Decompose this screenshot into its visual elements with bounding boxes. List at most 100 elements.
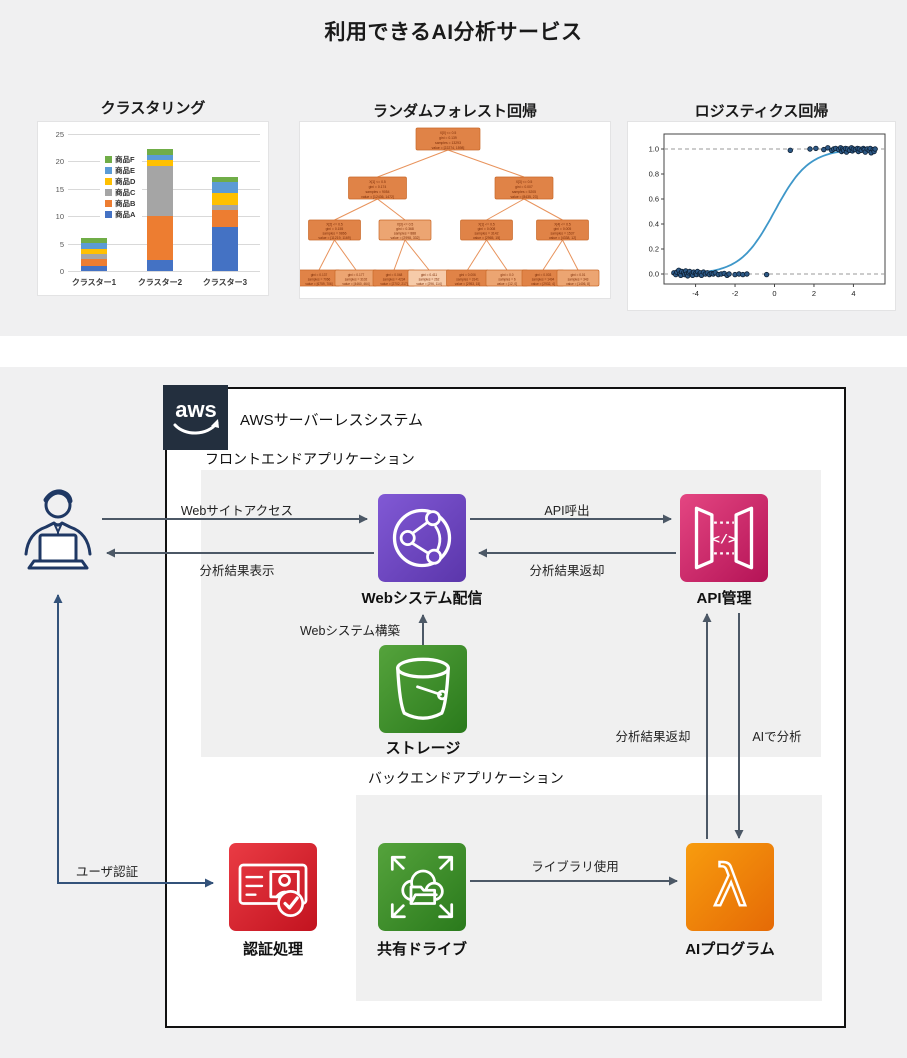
flow-result-return-back: 分析結果返却 [615, 730, 691, 744]
legend-swatch [105, 178, 112, 185]
scatter-point [744, 271, 750, 277]
y-tick-label: 0.4 [649, 220, 659, 229]
legend-swatch [105, 167, 112, 174]
page-title: 利用できるAI分析サービス [324, 21, 583, 44]
s3-icon [379, 645, 467, 733]
legend-swatch [105, 156, 112, 163]
stacked-bar [81, 237, 107, 271]
tree-node [494, 176, 554, 200]
bar-segment [81, 243, 107, 249]
sigmoid-curve [691, 150, 842, 274]
tree-node-text: gini = 0.048 samples = 4234 value = [2702,… [380, 273, 407, 286]
legend-item: 商品C [105, 187, 135, 198]
y-axis-tick: 5 [59, 239, 64, 249]
legend-item: 商品B [105, 198, 135, 209]
tree-node-text: X[0] <= 0.5 gini = 0.139 samples = 13293 va… [432, 131, 465, 150]
tree-edge [486, 239, 508, 271]
scatter-point [787, 147, 793, 153]
aws-logo: aws [163, 385, 228, 450]
tree-node-text: gini = 0.177 samples = 3102 value = [4460,… [342, 273, 369, 286]
scatter-point [807, 146, 813, 152]
x-tick-label: 0 [772, 289, 776, 298]
clustering-plot-area: 0 5 10 15 20 25 クラスター1 クラスター2 クラスター3 商品F 商品E 商品D 商品C… [56, 130, 260, 287]
legend-item: 商品E [105, 165, 135, 176]
bar-segment [147, 215, 173, 261]
tree-node [308, 219, 361, 241]
tree-edge [393, 239, 406, 271]
y-axis-tick: 20 [55, 157, 64, 167]
bar-segment [81, 258, 107, 266]
random-forest-chart-title: ランダムフォレスト回帰 [372, 103, 538, 120]
stacked-bar [212, 176, 238, 271]
flow-library-use: ライブラリ使用 [531, 860, 619, 874]
tree-node-text: X[2] <= 0.5 gini = 0.155 samples = 9866 val… [318, 223, 350, 241]
flow-user-auth: ユーザ認証 [75, 865, 139, 879]
y-axis-tick: 25 [55, 130, 64, 139]
tree-edge [377, 149, 449, 178]
bar-segment [212, 204, 238, 211]
clustering-chart-panel: 0 5 10 15 20 25 クラスター1 クラスター2 クラスター3 商品F 商品E 商品D 商品C… [38, 122, 268, 295]
random-forest-panel: X[0] <= 0.5 gini = 0.139 samples = 13293 va… [297, 122, 610, 298]
scatter-point [813, 145, 819, 152]
scatter-point [726, 271, 732, 277]
tree-node-text: gini = 0.01 samples = 343 value = [1406, 8… [566, 273, 590, 286]
x-axis-label: クラスター2 [137, 278, 183, 287]
legend-label: 商品D [115, 177, 136, 186]
bar-segment [147, 154, 173, 160]
tree-node [556, 269, 600, 287]
legend-label: 商品C [115, 188, 136, 197]
tree-node-text: X[3] <= 0.5 gini = 0.007 samples = 5205 val… [510, 180, 537, 199]
bar-segment [81, 265, 107, 271]
y-axis-tick: 10 [55, 212, 64, 222]
bar-segment [212, 210, 238, 228]
efs-label: 共有ドライブ [376, 941, 468, 958]
legend-item: 商品A [105, 209, 135, 220]
flow-result-return-front: 分析結果返却 [529, 564, 605, 578]
cloudfront-label: Webシステム配信 [361, 590, 483, 607]
bar-segment [81, 248, 107, 255]
x-tick-label: 4 [851, 289, 855, 298]
tree-edge [523, 198, 563, 221]
tree-node [460, 219, 513, 241]
scatter-point [763, 271, 770, 278]
bar-segment [212, 193, 238, 205]
tree-edge [542, 239, 563, 271]
tree-edge [447, 149, 525, 178]
aws-logo-text: aws [175, 397, 217, 422]
y-tick-label: 1.0 [649, 145, 659, 154]
api-gateway-label: API管理 [696, 590, 752, 607]
bar-segment [81, 237, 107, 244]
flow-web-build: Webシステム構築 [299, 624, 401, 638]
plot-frame [663, 133, 886, 285]
tree-node-text: gini = 0.411 samples = 262 value = [296, 1… [416, 273, 441, 286]
logistic-figure: 0.0 0.2 0.4 0.6 0.8 1.0 -4 -2 0 2 4 [649, 133, 886, 298]
lambda-label: AIプログラム [685, 941, 775, 958]
legend-label: 商品E [115, 166, 136, 175]
y-tick-label: 0.6 [649, 195, 659, 204]
frontend-label: フロントエンドアプリケーション [205, 451, 415, 467]
api-gateway-icon: </> [680, 494, 768, 582]
bar-segment [81, 254, 107, 259]
legend-swatch [105, 189, 112, 196]
flow-result-display: 分析結果表示 [199, 564, 275, 578]
legend-label: 商品F [115, 155, 135, 164]
cognito-label: 認証処理 [242, 941, 304, 958]
y-tick-label: 0.2 [649, 245, 659, 254]
tree-node-text: gini = 0.137 samples = 7066 value = [6759,… [305, 273, 332, 286]
flow-api-call: API呼出 [544, 504, 590, 518]
section-divider [0, 336, 907, 367]
scatter-point [872, 146, 878, 152]
gridline [68, 134, 260, 135]
tree-node-text: X[1] <= 0.5 gini = 0.008 samples = 3142 val… [473, 223, 500, 241]
gridline [68, 271, 260, 272]
efs-icon [378, 843, 466, 931]
tree-edge [377, 198, 406, 221]
legend-item: 商品D [105, 176, 135, 187]
tree-node [536, 219, 589, 241]
tree-node-text: gini = 0.006 samples = 3141 value = [2953,… [455, 273, 481, 286]
flow-ai-analyze: AIで分析 [752, 730, 802, 744]
aws-title: AWSサーバーレスシステム [240, 412, 424, 429]
scatter-point [825, 145, 831, 151]
clustering-chart-title: クラスタリング [100, 100, 206, 117]
bar-segment [147, 165, 173, 216]
